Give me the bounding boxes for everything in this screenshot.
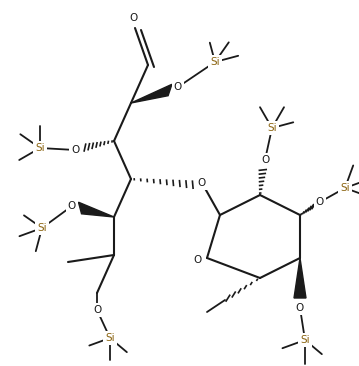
Text: O: O: [93, 305, 101, 315]
Text: Si: Si: [267, 123, 277, 133]
Text: O: O: [71, 145, 79, 155]
Text: O: O: [261, 155, 269, 165]
Text: Si: Si: [35, 143, 45, 153]
Text: O: O: [296, 303, 304, 313]
Polygon shape: [79, 202, 114, 217]
Text: Si: Si: [37, 223, 47, 233]
Text: O: O: [316, 197, 324, 207]
Polygon shape: [294, 258, 306, 298]
Text: O: O: [198, 178, 206, 188]
Polygon shape: [131, 84, 172, 103]
Text: O: O: [174, 82, 182, 92]
Text: Si: Si: [210, 57, 220, 67]
Text: O: O: [193, 255, 201, 265]
Text: O: O: [68, 201, 76, 211]
Text: Si: Si: [105, 333, 115, 343]
Text: Si: Si: [340, 183, 350, 193]
Text: O: O: [129, 13, 137, 23]
Text: Si: Si: [300, 335, 310, 345]
